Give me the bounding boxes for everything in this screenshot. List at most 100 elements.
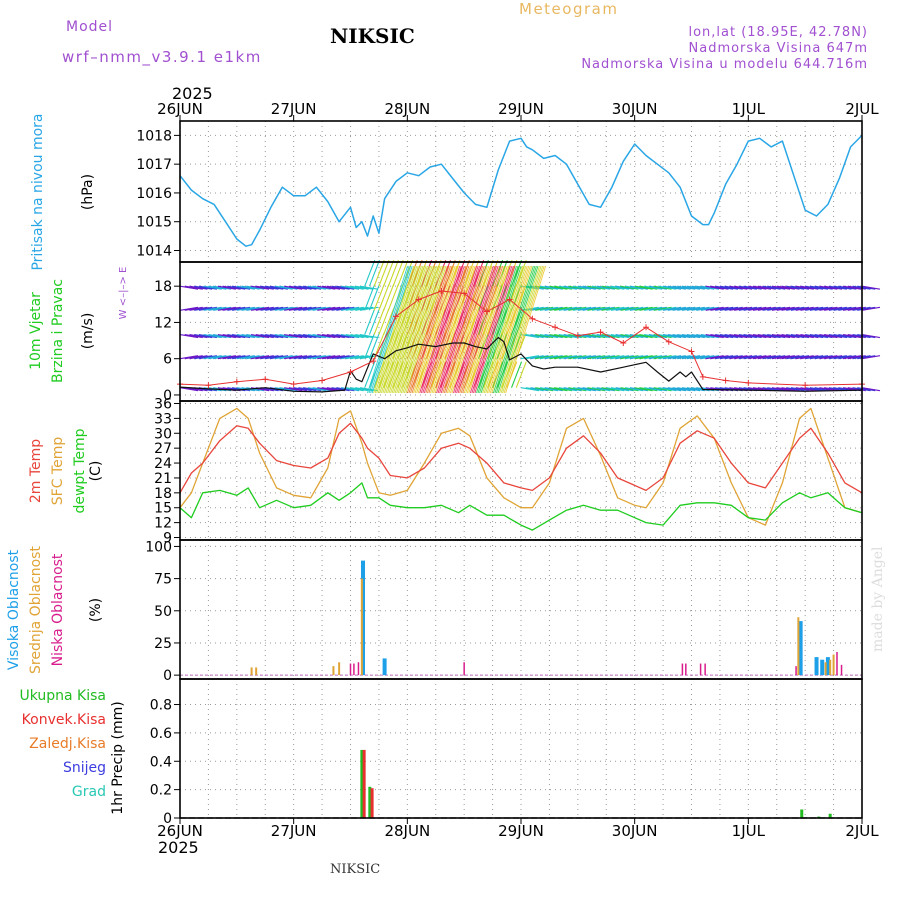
wind-arrow	[293, 333, 312, 339]
wind-arrow	[790, 333, 810, 339]
wind-arrow	[217, 306, 236, 311]
wind-arrow	[582, 387, 601, 392]
wind-hatch-line	[451, 265, 493, 394]
wind-arrow	[539, 387, 559, 392]
x-day-label-bottom: 29JUN	[498, 822, 544, 840]
cloud-bar	[681, 663, 684, 676]
wind-arrow	[558, 387, 577, 392]
wind-arrow	[345, 285, 364, 290]
wind-arrow	[767, 285, 786, 290]
wind-arrow	[250, 285, 270, 290]
wind-arrow	[241, 285, 260, 290]
wind-hatch-line	[403, 265, 445, 394]
cloud-bar	[825, 657, 830, 676]
wind-arrow	[786, 333, 805, 339]
wind-arrow	[350, 285, 369, 290]
y-tick-label: 0.2	[150, 783, 172, 799]
wind-arrow	[795, 306, 814, 311]
wind-arrow	[307, 306, 326, 311]
wind-arrow	[767, 306, 786, 311]
wind-gust-marker	[699, 373, 706, 380]
cloud-bar	[382, 658, 387, 676]
wind-arrow	[805, 306, 824, 311]
cloud-bar	[829, 659, 832, 676]
wind-arrow	[194, 355, 213, 360]
wind-arrow	[345, 306, 364, 311]
precip-bar	[828, 813, 832, 818]
wind-hatch-line	[462, 265, 504, 394]
wind-arrow	[838, 306, 857, 311]
temp2m-line	[179, 422, 863, 494]
wind-hatch-line	[445, 265, 487, 394]
wind-arrow	[667, 387, 686, 392]
wind-arrow	[795, 355, 814, 360]
wind-arrow	[563, 306, 582, 311]
credit-label: made by Angel	[870, 546, 886, 653]
wind-arrow	[530, 355, 549, 360]
sfctemp-axis-label: SFC Temp	[50, 437, 66, 506]
wind-arrow	[355, 285, 374, 290]
wind-arrow	[809, 285, 828, 290]
wind-arrow	[549, 306, 568, 311]
y-tick-label: 1014	[136, 243, 172, 259]
y-tick-label: 6	[163, 352, 172, 368]
wind-arrow	[719, 355, 739, 360]
y-tick-label: 25	[154, 636, 172, 652]
wind-arrow	[558, 333, 577, 339]
wind-arrow	[819, 306, 838, 311]
wind-arrow	[681, 333, 701, 339]
wind-arrow	[662, 387, 682, 392]
wind-arrow	[260, 355, 279, 360]
wind-arrow	[738, 306, 757, 311]
wind-arrow	[284, 387, 303, 392]
wind-hatch-line	[465, 265, 507, 394]
wind-arrow	[762, 285, 781, 290]
wind-arrow	[554, 285, 573, 290]
wind-arrow	[786, 387, 805, 392]
wind-arrow	[790, 306, 810, 311]
wind-arrow	[828, 333, 847, 339]
cloud-bar	[360, 578, 363, 676]
wind-arrow	[738, 333, 757, 339]
high-cloud-axis-label: Visoka Oblacnost	[6, 549, 22, 670]
wind-arrow	[213, 306, 232, 311]
wind-arrow	[838, 333, 857, 339]
wind-gust-marker	[597, 329, 604, 336]
wind-arrow	[582, 355, 601, 360]
wind-arrow	[288, 355, 308, 360]
wind-arrow	[842, 306, 862, 311]
wind-arrow	[729, 306, 748, 311]
y-tick-label: 75	[154, 572, 172, 588]
wind-arrow	[639, 333, 658, 339]
wind-arrow	[563, 387, 582, 392]
wind-hatch-line	[367, 265, 408, 394]
x-day-label-top: 28JUN	[384, 100, 430, 118]
wind-arrow	[672, 333, 691, 339]
wind-hatch-line	[466, 265, 508, 394]
wind-arrow	[672, 355, 691, 360]
wind-arrow	[269, 285, 289, 290]
wind-arrow	[591, 387, 611, 392]
wind-hatch-line	[476, 265, 517, 394]
wind-arrow	[729, 355, 748, 360]
wind-arrow	[530, 387, 549, 392]
wind-arrow	[838, 355, 857, 360]
wind-arrow	[615, 285, 634, 290]
wind-arrow	[317, 333, 336, 339]
precip-legend-entry: Snijeg	[63, 760, 106, 776]
wind-arrow	[255, 333, 274, 339]
wind-arrow	[549, 355, 568, 360]
wind-arrow	[729, 285, 748, 290]
wind-arrow	[549, 333, 568, 339]
wind-arrow	[326, 285, 345, 290]
wind-arrow	[800, 306, 819, 311]
wind-arrow	[203, 306, 222, 311]
wind-hatch-line	[480, 265, 522, 394]
wind-hatch-line	[488, 265, 530, 394]
wind-arrow	[790, 285, 810, 290]
wind-arrow	[373, 284, 385, 311]
wind-arrow	[842, 285, 862, 290]
wind-arrow	[634, 355, 653, 360]
wind-arrow	[558, 355, 577, 360]
